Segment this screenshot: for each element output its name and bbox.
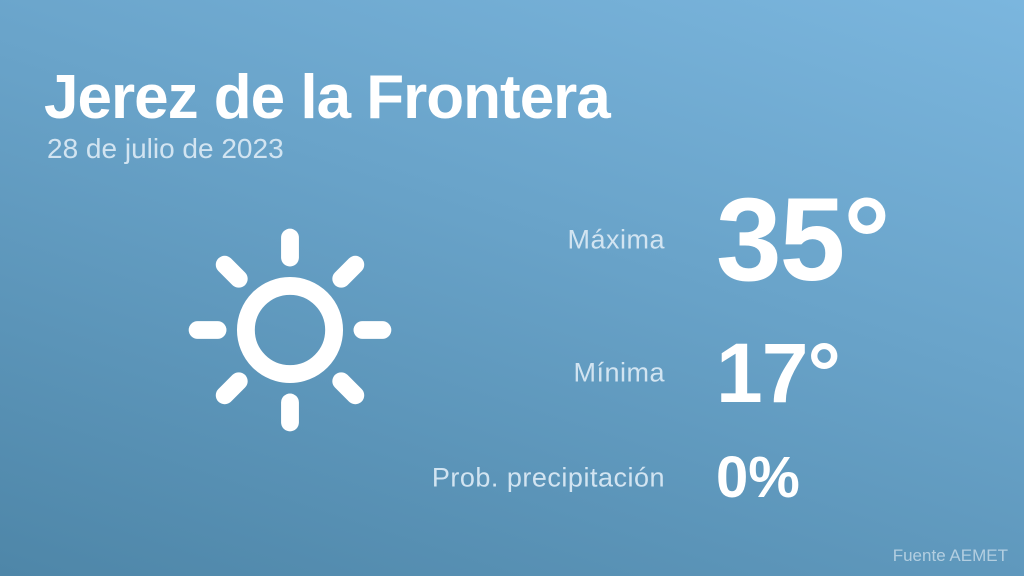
source-attribution: Fuente AEMET — [892, 546, 1008, 565]
metric-label-max: Máxima — [567, 224, 665, 255]
metric-label-min: Mínima — [573, 357, 665, 388]
forecast-date: 28 de julio de 2023 — [47, 133, 284, 164]
metric-value-precipitation: 0% — [716, 445, 800, 510]
metric-label-precipitation: Prob. precipitación — [431, 462, 665, 493]
sun-icon — [185, 225, 395, 435]
page-title: Jerez de la Frontera — [44, 63, 611, 132]
metric-value-max: 35° — [716, 174, 890, 306]
metric-value-min: 17° — [716, 326, 841, 420]
